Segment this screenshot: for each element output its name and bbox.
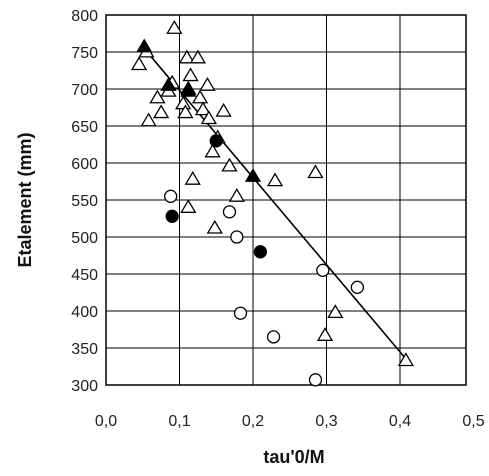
filled-circle-point xyxy=(165,209,179,223)
open-triangle-point xyxy=(149,89,166,104)
open-triangle-point xyxy=(327,304,344,319)
x-tick-label: 0,4 xyxy=(389,413,411,430)
y-tick-labels: 300 350 400 450 500 550 600 650 700 750 800 xyxy=(71,8,98,395)
y-tick-label: 750 xyxy=(71,45,98,62)
y-tick-label: 500 xyxy=(71,230,98,247)
x-axis-title: tau'0/M xyxy=(263,447,324,467)
open-triangle-point xyxy=(206,219,223,234)
x-tick-labels: 0,0 0,1 0,2 0,3 0,4 0,5 xyxy=(95,413,485,430)
y-tick-label: 350 xyxy=(71,341,98,358)
y-tick-label: 450 xyxy=(71,267,98,284)
plot-frame xyxy=(105,14,467,386)
open-triangle-point xyxy=(266,172,284,187)
open-triangle-point xyxy=(180,199,197,213)
open-triangle-point xyxy=(191,89,209,104)
trendline xyxy=(142,46,408,362)
open-triangle-point xyxy=(184,170,201,185)
open-circle-point xyxy=(316,263,330,277)
x-tick-label: 0,3 xyxy=(315,413,337,430)
y-tick-label: 650 xyxy=(71,119,98,136)
data-points xyxy=(130,20,415,387)
filled-triangle-point xyxy=(244,168,262,182)
open-triangle-point xyxy=(175,95,192,110)
filled-circle-point xyxy=(253,245,268,259)
y-tick-label: 600 xyxy=(71,156,98,173)
open-triangle-point xyxy=(182,67,199,82)
open-triangle-point xyxy=(166,20,183,34)
filled-circle-point xyxy=(209,134,223,148)
open-triangle-point xyxy=(140,112,157,127)
open-circle-point xyxy=(233,306,248,320)
x-tick-label: 0,1 xyxy=(168,413,190,430)
y-tick-label: 300 xyxy=(71,378,98,395)
y-tick-label: 700 xyxy=(71,82,98,99)
open-circle-point xyxy=(308,373,323,387)
open-circle-point xyxy=(350,280,365,294)
filled-triangle-point xyxy=(160,77,177,91)
x-tick-label: 0,2 xyxy=(242,413,264,430)
open-circle-point xyxy=(266,330,281,344)
y-tick-label: 550 xyxy=(71,193,98,210)
open-triangle-point xyxy=(194,101,212,116)
open-triangle-point xyxy=(316,327,334,341)
open-triangle-point xyxy=(215,102,232,117)
open-triangle-point xyxy=(199,77,216,91)
open-circle-point xyxy=(164,189,178,203)
x-tick-label: 0,5 xyxy=(462,413,484,430)
open-triangle-point xyxy=(200,110,218,125)
open-circle-point xyxy=(222,205,237,219)
gridlines xyxy=(106,14,466,386)
open-triangle-point xyxy=(189,49,207,64)
open-triangle-point xyxy=(178,49,195,64)
open-triangle-point xyxy=(221,157,238,172)
filled-triangle-point xyxy=(136,38,153,53)
x-tick-label: 0,0 xyxy=(95,413,117,430)
open-circle-point xyxy=(230,230,244,244)
open-triangle-point xyxy=(307,164,324,179)
open-triangle-point xyxy=(130,56,148,71)
y-tick-label: 800 xyxy=(71,8,98,25)
open-triangle-point xyxy=(204,143,221,158)
open-triangle-point xyxy=(397,352,415,367)
open-triangle-point xyxy=(228,188,245,202)
open-triangle-point xyxy=(177,104,194,119)
open-triangle-point xyxy=(152,104,170,119)
y-tick-label: 400 xyxy=(71,304,98,321)
filled-triangle-point xyxy=(180,82,197,97)
y-axis-title: Etalement (mm) xyxy=(15,132,35,267)
